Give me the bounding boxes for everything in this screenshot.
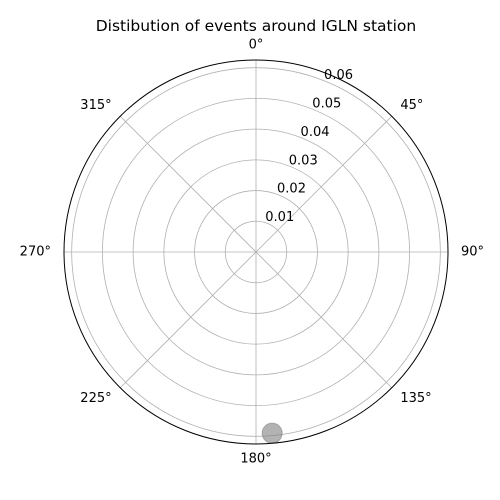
- angular-tick-label-270: 270°: [20, 245, 51, 260]
- radial-tick-label: 0.06: [324, 68, 353, 83]
- angular-tick-labels: 0° 45° 90° 135° 180° 225° 270° 315°: [20, 38, 484, 467]
- polar-frame: [63, 59, 449, 445]
- angular-tick-label-90: 90°: [461, 245, 484, 260]
- radial-tick-label: 0.05: [312, 97, 341, 112]
- angular-tick-label-225: 225°: [80, 391, 111, 406]
- angular-tick-label-45: 45°: [400, 98, 423, 113]
- radial-tick-labels: 0.01 0.02 0.03 0.04 0.05 0.06: [265, 68, 353, 225]
- angular-grid-spoke-315: [119, 115, 257, 253]
- grid: [64, 60, 448, 444]
- angular-grid-spoke-135: [255, 251, 393, 389]
- angular-tick-label-0: 0°: [249, 38, 264, 53]
- radial-tick-label: 0.04: [301, 125, 330, 140]
- data-points: [261, 422, 283, 444]
- angular-grid-spoke-225: [119, 251, 257, 389]
- chart-title: Distibution of events around IGLN statio…: [96, 17, 417, 35]
- angular-tick-label-180: 180°: [240, 452, 271, 467]
- radial-tick-label: 0.02: [277, 182, 306, 197]
- angular-tick-label-135: 135°: [400, 391, 431, 406]
- angular-grid-spoke-45: [255, 115, 393, 253]
- angular-tick-label-315: 315°: [80, 98, 111, 113]
- radial-tick-label: 0.01: [265, 210, 294, 225]
- data-point: [261, 422, 283, 444]
- radial-tick-label: 0.03: [289, 153, 318, 168]
